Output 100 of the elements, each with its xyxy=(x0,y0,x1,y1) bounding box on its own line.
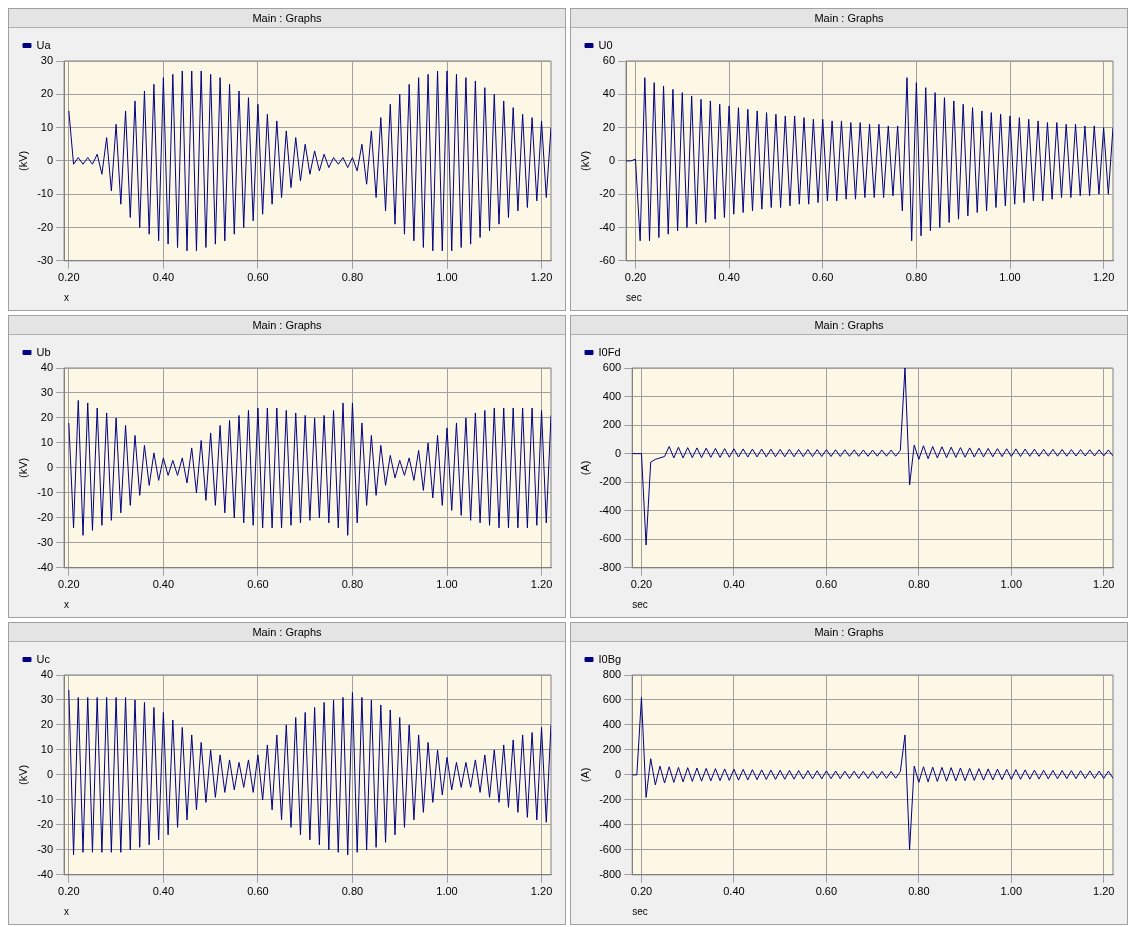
y-tick-label: 0 xyxy=(615,767,622,780)
x-tick-label: 0.80 xyxy=(908,578,930,591)
x-axis-title: sec xyxy=(626,291,642,303)
y-tick-label: -400 xyxy=(599,503,622,516)
y-tick-label: -200 xyxy=(599,792,622,805)
x-tick-label: 0.20 xyxy=(58,271,80,284)
y-tick-label: 0 xyxy=(46,460,54,473)
x-tick-label: 1.20 xyxy=(530,885,553,898)
x-axis-title: sec xyxy=(632,905,648,917)
x-tick-label: 0.20 xyxy=(630,578,653,591)
y-tick-label: 20 xyxy=(602,120,616,133)
y-tick-label: 400 xyxy=(602,389,622,402)
y-tick-label: 10 xyxy=(40,120,54,133)
x-tick-label: 1.20 xyxy=(530,271,553,284)
legend-label: Ub xyxy=(36,345,51,358)
y-tick-label: 800 xyxy=(602,668,622,681)
x-tick-label: 0.80 xyxy=(905,271,928,284)
x-tick-label: 0.40 xyxy=(152,578,175,591)
x-tick-label: 0.40 xyxy=(718,271,740,284)
y-tick-label: 20 xyxy=(40,410,54,423)
x-axis-title: x xyxy=(64,905,70,917)
y-tick-label: -60 xyxy=(599,253,616,266)
legend-label: U0 xyxy=(598,38,613,51)
x-tick-label: 1.20 xyxy=(530,578,553,591)
y-tick-label: 0 xyxy=(615,446,622,459)
y-tick-label: -800 xyxy=(599,867,622,880)
x-tick-label: 0.20 xyxy=(58,578,80,591)
y-tick-label: 600 xyxy=(602,693,622,706)
x-tick-label: 1.20 xyxy=(1093,578,1115,591)
y-tick-label: -10 xyxy=(37,485,54,498)
y-tick-label: 40 xyxy=(40,668,54,681)
y-tick-label: -600 xyxy=(599,842,622,855)
x-tick-label: 0.60 xyxy=(247,271,269,284)
x-axis-title: x xyxy=(64,598,70,610)
y-tick-label: -30 xyxy=(37,253,54,266)
x-tick-label: 1.20 xyxy=(1093,885,1115,898)
x-tick-label: 1.20 xyxy=(1092,271,1115,284)
y-tick-label: 20 xyxy=(40,717,54,730)
x-tick-label: 0.60 xyxy=(815,885,838,898)
x-axis-title: sec xyxy=(632,598,648,610)
y-tick-label: -40 xyxy=(37,560,54,573)
y-tick-label: -10 xyxy=(37,792,54,805)
x-tick-label: 0.40 xyxy=(723,885,745,898)
y-tick-label: 10 xyxy=(40,435,54,448)
y-tick-label: 0 xyxy=(608,153,616,166)
y-tick-label: -800 xyxy=(599,560,622,573)
x-tick-label: 0.80 xyxy=(341,578,364,591)
x-tick-label: 0.40 xyxy=(152,885,175,898)
y-tick-label: 30 xyxy=(40,386,54,399)
x-tick-label: 1.00 xyxy=(436,885,458,898)
chart-title: Main : Graphs xyxy=(571,9,1127,28)
x-tick-label: 1.00 xyxy=(436,578,458,591)
y-tick-label: 30 xyxy=(40,693,54,706)
y-tick-label: -40 xyxy=(37,867,54,880)
y-tick-label: -20 xyxy=(37,510,54,523)
x-axis-title: x xyxy=(64,291,70,303)
y-axis-title: (kV) xyxy=(16,764,29,785)
y-tick-label: 200 xyxy=(602,742,622,755)
x-tick-label: 1.00 xyxy=(1000,578,1023,591)
chart-title: Main : Graphs xyxy=(571,316,1127,335)
y-tick-label: 0 xyxy=(46,767,54,780)
x-tick-label: 0.80 xyxy=(341,271,364,284)
chart-title: Main : Graphs xyxy=(571,623,1127,642)
x-tick-label: 0.60 xyxy=(247,578,269,591)
chart-title: Main : Graphs xyxy=(9,9,565,28)
x-tick-label: 0.40 xyxy=(723,578,745,591)
chart-title: Main : Graphs xyxy=(9,316,565,335)
x-tick-label: 1.00 xyxy=(999,271,1021,284)
x-tick-label: 0.80 xyxy=(908,885,930,898)
x-tick-label: 0.20 xyxy=(630,885,653,898)
y-tick-label: 200 xyxy=(602,418,622,431)
x-tick-label: 1.00 xyxy=(1000,885,1023,898)
y-tick-label: 60 xyxy=(602,54,616,67)
x-tick-label: 0.60 xyxy=(815,578,838,591)
y-tick-label: 20 xyxy=(40,87,54,100)
x-tick-label: 0.80 xyxy=(341,885,364,898)
y-axis-title: (kV) xyxy=(578,150,591,171)
y-tick-label: -30 xyxy=(37,535,54,548)
y-tick-label: 30 xyxy=(40,54,54,67)
y-tick-label: -600 xyxy=(599,532,622,545)
y-axis-title: (kV) xyxy=(16,457,29,478)
y-tick-label: 10 xyxy=(40,742,54,755)
y-tick-label: 0 xyxy=(46,153,54,166)
x-tick-label: 0.60 xyxy=(812,271,834,284)
legend-label: Uc xyxy=(36,652,51,665)
y-tick-label: 600 xyxy=(602,361,622,374)
y-axis-title: (kV) xyxy=(16,150,29,171)
x-tick-label: 0.40 xyxy=(152,271,175,284)
y-tick-label: -200 xyxy=(599,475,622,488)
y-tick-label: -20 xyxy=(37,220,54,233)
y-tick-label: -400 xyxy=(599,817,622,830)
y-axis-title: (A) xyxy=(578,460,591,476)
chart-title: Main : Graphs xyxy=(9,623,565,642)
y-tick-label: 400 xyxy=(602,717,622,730)
legend-label: Ua xyxy=(36,38,52,51)
y-tick-label: -40 xyxy=(599,220,616,233)
x-tick-label: 1.00 xyxy=(436,271,458,284)
x-tick-label: 0.20 xyxy=(624,271,647,284)
y-tick-label: -20 xyxy=(37,817,54,830)
y-tick-label: -30 xyxy=(37,842,54,855)
